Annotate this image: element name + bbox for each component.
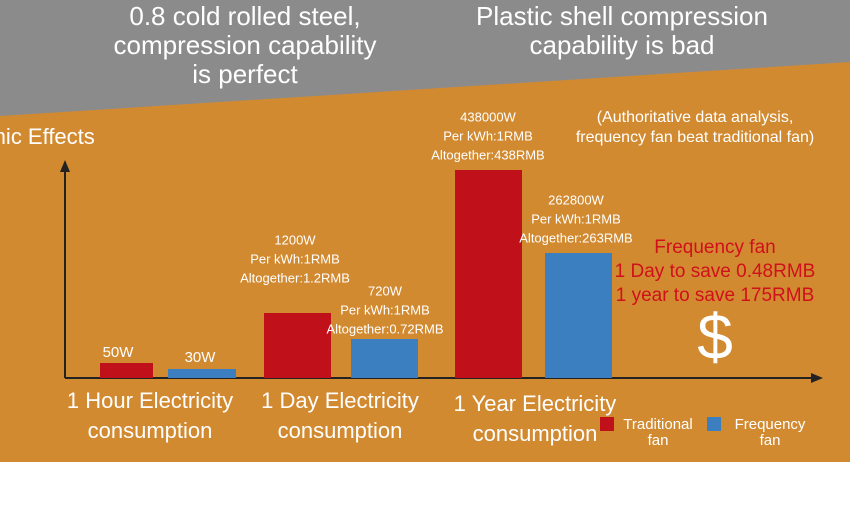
bar (100, 363, 153, 378)
label: Frequency (735, 416, 806, 433)
label: Altogether:1.2RMB (240, 270, 350, 285)
legend-swatch (600, 417, 614, 431)
bar (455, 170, 522, 378)
label: consumption (473, 421, 598, 446)
label: Altogether:0.72RMB (326, 321, 443, 336)
label: Per kWh:1RMB (531, 211, 621, 226)
label: 1 year to save 175RMB (616, 285, 815, 306)
label: Per kWh:1RMB (250, 251, 340, 266)
label: 1 Hour Electricity (67, 388, 233, 413)
label: Per kWh:1RMB (443, 128, 533, 143)
bar (168, 369, 236, 378)
label: (Authoritative data analysis, (597, 109, 794, 126)
label: Traditional (623, 416, 692, 433)
header-band (0, 0, 850, 116)
label: Frequency fan (654, 237, 775, 258)
label: 1200W (274, 232, 316, 247)
label: consumption (88, 418, 213, 443)
footer (0, 462, 850, 504)
label: 1 Year Electricity (454, 391, 617, 416)
bar (351, 339, 418, 378)
label: is perfect (192, 59, 298, 89)
arrow (60, 160, 70, 172)
label: 262800W (548, 192, 604, 207)
label: Altogether:438RMB (431, 147, 544, 162)
label: Plastic shell compression (476, 1, 768, 31)
arrow (811, 373, 823, 383)
bar (545, 253, 612, 378)
label: Economic Effects (0, 124, 95, 149)
label: fan (760, 432, 781, 449)
label: 50W (103, 344, 135, 361)
label: 720W (368, 283, 403, 298)
label: 30W (185, 349, 217, 366)
label: Per kWh:1RMB (340, 302, 430, 317)
label: $ (697, 301, 733, 373)
label: Altogether:263RMB (519, 230, 632, 245)
label: compression capability (113, 30, 376, 60)
label: capability is bad (530, 30, 715, 60)
label: 0.8 cold rolled steel, (129, 1, 360, 31)
label: 1 Day Electricity (261, 388, 419, 413)
bar (264, 313, 331, 378)
label: fan (648, 432, 669, 449)
label: 1 Day to save 0.48RMB (615, 261, 816, 282)
label: frequency fan beat traditional fan) (576, 129, 814, 146)
label: 438000W (460, 109, 516, 124)
label: consumption (278, 418, 403, 443)
legend-swatch (707, 417, 721, 431)
